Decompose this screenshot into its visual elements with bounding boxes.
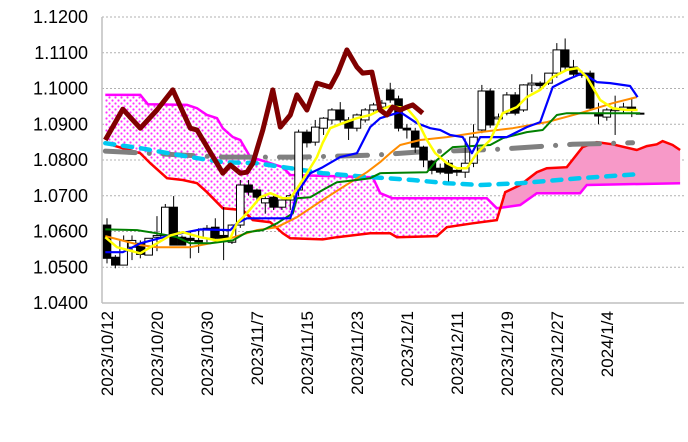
x-tick-label: 2023/12/1	[398, 311, 417, 387]
candle	[510, 92, 520, 116]
candle	[310, 119, 320, 146]
candle-body	[527, 82, 537, 86]
candle	[111, 255, 120, 269]
y-tick-label: 1.0600	[33, 222, 88, 242]
candle-body	[410, 130, 420, 148]
candle-body	[244, 184, 253, 193]
x-tick-label: 2023/10/12	[98, 311, 117, 396]
candle-body	[352, 114, 362, 129]
y-tick-label: 1.0700	[33, 186, 88, 206]
candle	[419, 145, 428, 168]
x-tick-label: 2023/11/23	[348, 311, 367, 395]
candle-body	[260, 198, 270, 204]
green-line	[105, 112, 641, 245]
candle-body	[502, 94, 512, 114]
ichimoku-cloud	[104, 93, 681, 241]
candle	[560, 38, 570, 71]
x-tick-label: 2023/11/15	[298, 311, 317, 395]
candle	[219, 207, 228, 261]
y-tick-label: 1.0400	[33, 293, 88, 313]
candle	[485, 88, 495, 128]
candle-body	[535, 82, 545, 87]
candle-body	[435, 167, 445, 173]
candle-body	[235, 184, 245, 226]
candle-body	[485, 90, 495, 126]
candle-body	[152, 234, 162, 238]
candle-body	[385, 89, 395, 101]
candle	[277, 199, 287, 211]
candle-body	[419, 146, 428, 161]
candle	[161, 203, 170, 238]
candle-body	[310, 126, 320, 143]
x-axis-ticks: 2023/10/12 2023/10/20 2023/10/30 2023/11/7 2…	[98, 311, 617, 396]
candle-body	[302, 131, 312, 144]
x-tick-label: 2024/1/4	[598, 311, 617, 377]
candle-body	[169, 206, 178, 246]
y-tick-label: 1.0500	[33, 257, 88, 277]
candle-body	[369, 104, 378, 111]
candle	[477, 84, 487, 134]
candle	[269, 195, 278, 211]
x-tick-label: 2023/10/30	[198, 311, 217, 396]
candle	[319, 117, 328, 135]
candle	[552, 43, 562, 78]
candle	[244, 180, 253, 196]
senkou-span-a-line	[104, 139, 681, 241]
orange-line	[105, 96, 638, 249]
x-tick-label: 2023/12/19	[498, 311, 517, 396]
candle-body	[252, 189, 262, 198]
candle-body	[402, 127, 412, 131]
candle	[435, 163, 445, 175]
y-tick-label: 1.0900	[33, 114, 88, 134]
candle-body	[161, 206, 170, 236]
candle-body	[186, 237, 195, 241]
candle	[302, 129, 312, 148]
candle-body	[277, 199, 287, 208]
x-tick-label: 2023/11/7	[248, 311, 267, 385]
candle	[527, 74, 537, 93]
chikou-span	[103, 47, 425, 176]
y-axis-ticks: 1.0400 1.0500 1.0600 1.0700 1.0800 1.0900 1.10…	[33, 7, 88, 313]
cyan-dashed-line	[103, 140, 640, 188]
candle	[335, 102, 345, 123]
candle-body	[452, 169, 462, 173]
candle	[186, 232, 195, 259]
candle-body	[494, 116, 503, 120]
candle-body	[319, 117, 328, 129]
x-tick-label: 2023/10/20	[148, 311, 167, 396]
x-tick-label: 2023/12/11	[448, 311, 467, 395]
candle-body	[335, 109, 345, 121]
candle	[194, 228, 203, 253]
candle-body	[560, 49, 570, 68]
candle-body	[477, 90, 487, 131]
candle	[385, 82, 395, 103]
blue-line	[105, 71, 639, 254]
candle	[352, 113, 362, 132]
gray-dash-dot-line	[102, 140, 636, 160]
cloud-bearish-area	[105, 94, 500, 240]
candle	[402, 124, 412, 139]
candle-body	[210, 226, 220, 239]
candle	[602, 108, 612, 121]
candle-body	[269, 196, 278, 208]
candle-body	[552, 49, 562, 74]
candle	[260, 195, 270, 214]
candle	[327, 108, 337, 125]
x-tick-label: 2023/12/27	[548, 311, 567, 396]
indicator-lines	[103, 47, 641, 255]
y-tick-label: 1.0800	[33, 150, 88, 170]
y-tick-label: 1.1200	[33, 7, 88, 27]
candle-body	[327, 109, 337, 121]
candle-body	[510, 94, 520, 114]
candle-body	[194, 239, 203, 243]
background-lines	[102, 140, 640, 188]
y-tick-label: 1.1100	[34, 43, 88, 63]
y-tick-label: 1.1000	[33, 79, 88, 99]
candle	[369, 102, 378, 112]
candle-body	[111, 256, 120, 266]
